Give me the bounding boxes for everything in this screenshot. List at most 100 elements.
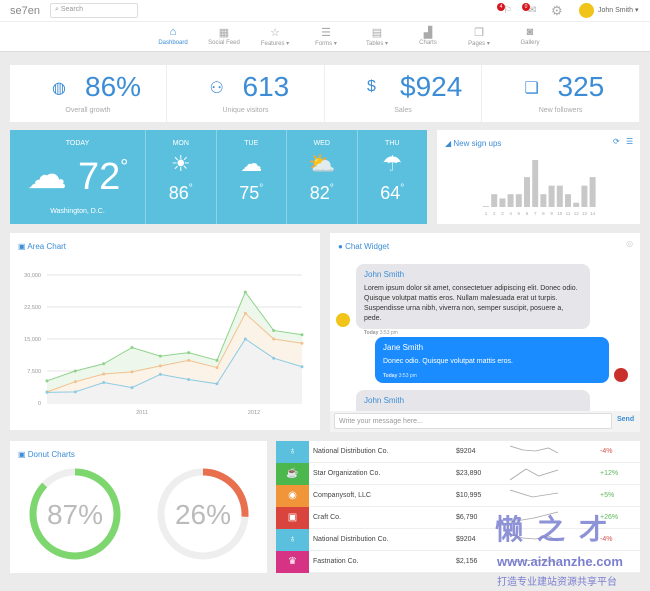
notification-badge: 4: [497, 3, 505, 11]
list-icon[interactable]: ☰: [626, 137, 634, 146]
data-point: [272, 328, 276, 332]
amount: $6,790: [456, 514, 478, 521]
nav-item-charts[interactable]: ▟ Charts: [403, 26, 453, 46]
series-line: [46, 291, 303, 382]
company-name: National Distribution Co.: [313, 448, 389, 455]
data-point: [243, 290, 247, 294]
signup-bar: [589, 177, 596, 207]
signups-bar-chart: 1 2 3 4 5 6 7 8 9 10 11 12 13 14: [483, 160, 596, 216]
signup-bar: [540, 194, 547, 207]
change: +12%: [600, 470, 619, 477]
logo[interactable]: se7en: [10, 5, 40, 17]
nav-label: Dashboard: [158, 40, 188, 46]
amount: $2,156: [456, 558, 478, 565]
nav-item-socialfeed[interactable]: ▦ Social Feed: [199, 26, 249, 46]
signup-bar: [483, 206, 489, 207]
table-row[interactable]: ☕ Star Organization Co. $23,890 +12%: [276, 463, 640, 485]
forecast-day-label: MON: [172, 140, 189, 147]
stat-tile: ⚇ 613 Unique visitors: [168, 65, 325, 122]
area-chart-title: ▣ Area Chart: [18, 242, 67, 251]
nav-item-gallery[interactable]: ◙ Gallery: [505, 26, 555, 46]
watermark-brand: 懒之才: [495, 514, 622, 545]
chat-message: Jane Smith Donec odio. Quisque volutpat …: [375, 337, 609, 383]
forecast-day: MON ☀ 86°: [145, 130, 216, 224]
signup-bar-label: 6: [526, 211, 529, 216]
amount: $10,995: [456, 492, 482, 499]
nav-item-dashboard[interactable]: ⌂ Dashboard: [148, 26, 198, 46]
stethoscope-icon: ♁: [276, 441, 309, 463]
signup-bar-label: 9: [550, 211, 553, 216]
donut-title: ▣ Donut Charts: [18, 450, 75, 459]
table-row[interactable]: ♛ Fastnation Co. $2,156: [276, 551, 640, 573]
nav-item-forms[interactable]: ☰ Forms ▾: [301, 26, 351, 47]
table-row[interactable]: ♁ National Distribution Co. $9204 -4%: [276, 441, 640, 463]
data-point: [102, 381, 106, 385]
signup-bar-label: 11: [566, 211, 571, 216]
send-button[interactable]: Send: [617, 416, 635, 423]
user-menu[interactable]: John Smith ▾: [598, 7, 639, 14]
amount: $9204: [456, 448, 476, 455]
chart-icon: ▟: [423, 27, 433, 39]
nav-label: Features ▾: [260, 41, 290, 47]
x-tick-label: 2011: [136, 410, 148, 416]
pages-icon: ❐: [474, 27, 484, 39]
nav-item-tables[interactable]: ▤ Tables ▾: [352, 26, 402, 47]
home-icon: ⌂: [169, 26, 177, 38]
forecast-temp: 75°: [239, 183, 264, 203]
change: +5%: [600, 492, 615, 499]
weather-today-label: TODAY: [65, 140, 90, 147]
chat-card: ● Chat Widget ◎ John Smith Lorem ipsum d…: [330, 233, 640, 432]
data-point: [215, 358, 219, 362]
signup-bar-label: 3: [501, 211, 504, 216]
stat-label: Unique visitors: [222, 107, 269, 114]
avatar[interactable]: [579, 3, 594, 18]
sparkline: [510, 511, 559, 523]
donut-arc: [157, 468, 249, 560]
table-row[interactable]: ♁ National Distribution Co. $9204 -4%: [276, 529, 640, 551]
series-line: [46, 338, 303, 393]
weather-icon: ☀: [170, 151, 191, 176]
data-point: [73, 380, 77, 384]
message-input[interactable]: Write your message here...: [334, 413, 612, 429]
main-nav: ⌂ Dashboard ▦ Social Feed ☆ Features ▾ ☰ Forms …: [0, 22, 650, 52]
flag-icon[interactable]: ⚐: [503, 5, 512, 16]
mail-icon[interactable]: ✉: [528, 5, 537, 16]
signup-bar-label: 8: [542, 211, 545, 216]
sparkline: [510, 445, 559, 454]
refresh-icon[interactable]: ⟳: [613, 137, 620, 146]
table-row[interactable]: ◉ Companysoft, LLC $10,995 +5%: [276, 485, 640, 507]
amount: $23,890: [456, 470, 482, 477]
settings-icon[interactable]: ◎: [626, 239, 633, 248]
signup-bar: [565, 194, 571, 207]
user-name: John Smith: [598, 7, 634, 14]
stethoscope-icon: ♁: [276, 529, 309, 551]
forecast-day: THU ☂ 64°: [356, 130, 428, 224]
gear-icon[interactable]: ⚙: [551, 3, 563, 18]
signup-bar: [507, 194, 514, 207]
nav-label: Pages ▾: [468, 41, 490, 47]
data-point: [102, 362, 106, 366]
data-point: [215, 366, 219, 370]
stat-value: 86%: [85, 71, 142, 102]
nav-item-pages[interactable]: ❐ Pages ▾: [454, 26, 504, 47]
change: -4%: [600, 536, 613, 543]
weather-icon: ☁: [240, 151, 263, 176]
weather-today-temp: 72°: [78, 156, 129, 198]
data-point: [158, 364, 162, 368]
donut-value: 26%: [175, 499, 231, 530]
signup-bar: [556, 185, 563, 207]
signup-bar: [524, 177, 530, 207]
search-input[interactable]: ⌕ Search: [50, 3, 138, 18]
data-point: [300, 333, 304, 337]
data-point: [300, 341, 304, 345]
table-row[interactable]: ▣ Craft Co. $6,790 +26%: [276, 507, 640, 529]
forms-icon: ☰: [321, 27, 331, 39]
data-point: [243, 337, 247, 341]
area-chart: 0 7,500 15,000 22,500 30,000 2011 2012: [24, 273, 304, 416]
data-point: [187, 378, 191, 382]
nav-label: Forms ▾: [315, 41, 337, 47]
forecast-temp: 82°: [309, 183, 334, 203]
nav-item-features[interactable]: ☆ Features ▾: [250, 26, 300, 47]
data-point: [272, 337, 276, 341]
watermark-slogan: 打造专业建站资源共享平台: [497, 577, 617, 588]
